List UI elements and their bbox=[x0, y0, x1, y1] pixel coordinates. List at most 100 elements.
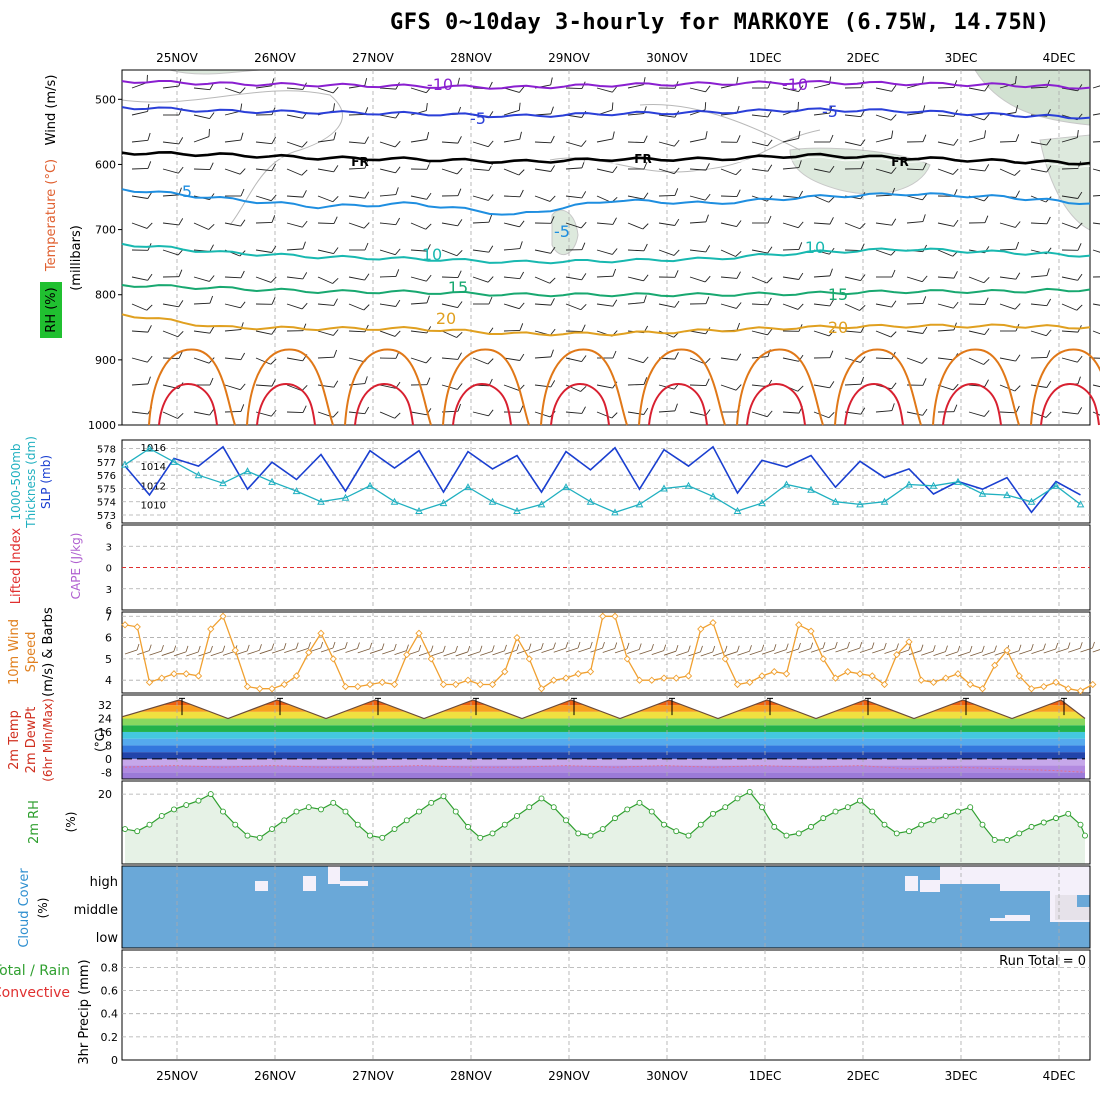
rh2m-marker bbox=[734, 795, 741, 802]
wind10-marker bbox=[145, 678, 154, 686]
wind-barb-feather bbox=[364, 242, 369, 251]
rh2m-ylabel-1: 2m RH bbox=[27, 800, 42, 844]
wind-barb-shaft bbox=[565, 167, 582, 170]
wind-barb-feather bbox=[952, 168, 959, 175]
wind10-marker bbox=[476, 680, 484, 689]
wind-barb-shaft bbox=[162, 249, 179, 256]
wind10-barb bbox=[149, 650, 162, 656]
date-label-bottom: 27NOV bbox=[352, 1069, 394, 1083]
wind-barb-feather bbox=[240, 103, 243, 112]
wind-barb-shaft bbox=[689, 87, 706, 93]
wind-barb-feather bbox=[798, 190, 804, 198]
wind-barb bbox=[999, 241, 1020, 251]
wind-barb bbox=[1061, 355, 1083, 363]
thickness-marker bbox=[978, 489, 987, 497]
wind-barb-shaft bbox=[813, 195, 829, 203]
wind10-barb bbox=[369, 649, 383, 654]
wind-barb-feather bbox=[457, 270, 462, 278]
wind10-marker bbox=[305, 648, 313, 657]
wind10-barb bbox=[271, 643, 275, 650]
wind-barb-feather bbox=[891, 269, 896, 278]
wind-barb-shaft bbox=[782, 248, 800, 251]
wind-barb-feather bbox=[674, 270, 679, 278]
wind-barb bbox=[441, 270, 462, 279]
wind10-barb bbox=[724, 645, 728, 653]
isotherm-label: -5 bbox=[822, 102, 838, 121]
wind-barb-feather bbox=[240, 270, 245, 279]
wind-barb-shaft bbox=[472, 357, 489, 365]
wind-barb bbox=[503, 405, 524, 413]
wind-barb bbox=[720, 249, 742, 257]
wind10-barb bbox=[1030, 644, 1034, 651]
wind-barb-shaft bbox=[999, 248, 1017, 251]
wind10-barb bbox=[957, 645, 961, 653]
rh2m-marker bbox=[636, 799, 643, 806]
thickness-tick-label: 578 bbox=[97, 445, 116, 456]
rh2m-marker bbox=[207, 791, 214, 798]
wind-barb-shaft bbox=[503, 222, 520, 228]
wind-barb bbox=[844, 303, 866, 311]
wind-barb-feather bbox=[1076, 129, 1079, 138]
wind10-barb bbox=[455, 651, 468, 657]
wind-barb-shaft bbox=[627, 411, 644, 415]
wind-barb-feather bbox=[891, 130, 894, 139]
rh2m-marker bbox=[673, 828, 680, 835]
wind10-marker bbox=[795, 621, 803, 629]
wind-barb-shaft bbox=[286, 411, 304, 414]
wind-barb bbox=[503, 168, 525, 176]
pressure-tick-label: 1000 bbox=[88, 419, 116, 432]
wind10-barb bbox=[369, 642, 373, 650]
wind-barb-feather bbox=[364, 406, 370, 414]
wind-barb-shaft bbox=[565, 195, 582, 199]
wind-barb bbox=[1061, 191, 1083, 199]
rh2m-marker bbox=[697, 821, 704, 828]
wind10-barb bbox=[871, 642, 875, 649]
wind10-marker bbox=[501, 668, 509, 676]
rh2m-marker bbox=[403, 817, 410, 824]
wind-barb-feather bbox=[581, 406, 586, 414]
wind-barb-shaft bbox=[379, 384, 396, 389]
wind-barb-shaft bbox=[193, 302, 211, 305]
wind-barb bbox=[658, 188, 679, 197]
wind-barb-shaft bbox=[441, 249, 458, 257]
wind-barb bbox=[658, 218, 680, 226]
wind-barb-feather bbox=[519, 131, 522, 140]
wind-barb-shaft bbox=[658, 194, 676, 197]
wind-barb-shaft bbox=[968, 357, 984, 365]
precip-panel-frame bbox=[121, 949, 1091, 1061]
wind-barb bbox=[472, 140, 494, 148]
wind-barb bbox=[255, 245, 277, 253]
wind-barb-shaft bbox=[441, 168, 458, 175]
wind-barb bbox=[224, 404, 245, 413]
wind-barb bbox=[565, 221, 587, 229]
thickness-marker bbox=[856, 500, 864, 508]
rh2m-marker bbox=[293, 808, 300, 815]
wind-barb-shaft bbox=[379, 411, 395, 419]
wind-barb bbox=[968, 164, 990, 172]
thickness-marker bbox=[905, 480, 913, 488]
wind10-marker bbox=[452, 680, 460, 689]
rh2m-marker bbox=[416, 808, 422, 815]
wind-barb bbox=[751, 110, 773, 118]
wind10-barb bbox=[749, 645, 752, 652]
wind-barb-feather bbox=[581, 191, 587, 199]
wind10-barb bbox=[1031, 649, 1044, 654]
wind-barb-feather bbox=[612, 217, 617, 225]
wind-barb bbox=[968, 215, 989, 224]
wind10-marker bbox=[966, 680, 974, 689]
wind-barb-shaft bbox=[1092, 357, 1100, 360]
wind-barb bbox=[875, 84, 897, 92]
wind-barb-feather bbox=[208, 224, 215, 230]
wind-barb bbox=[131, 191, 153, 199]
wind-barb-shaft bbox=[131, 195, 148, 199]
wind-barb-shaft bbox=[1061, 222, 1078, 229]
pressure-tick-label: 700 bbox=[95, 224, 116, 237]
wind-barb bbox=[751, 164, 773, 172]
wind-barb-shaft bbox=[689, 411, 706, 417]
wind10-barb bbox=[394, 650, 407, 656]
wind10-marker bbox=[954, 670, 962, 678]
temp2m-tick-label: 24 bbox=[98, 713, 112, 726]
wind-barb-shaft bbox=[503, 168, 520, 176]
wind10-ylabel-1: 10m Wind bbox=[7, 619, 22, 685]
wind-barb-feather bbox=[829, 381, 835, 389]
